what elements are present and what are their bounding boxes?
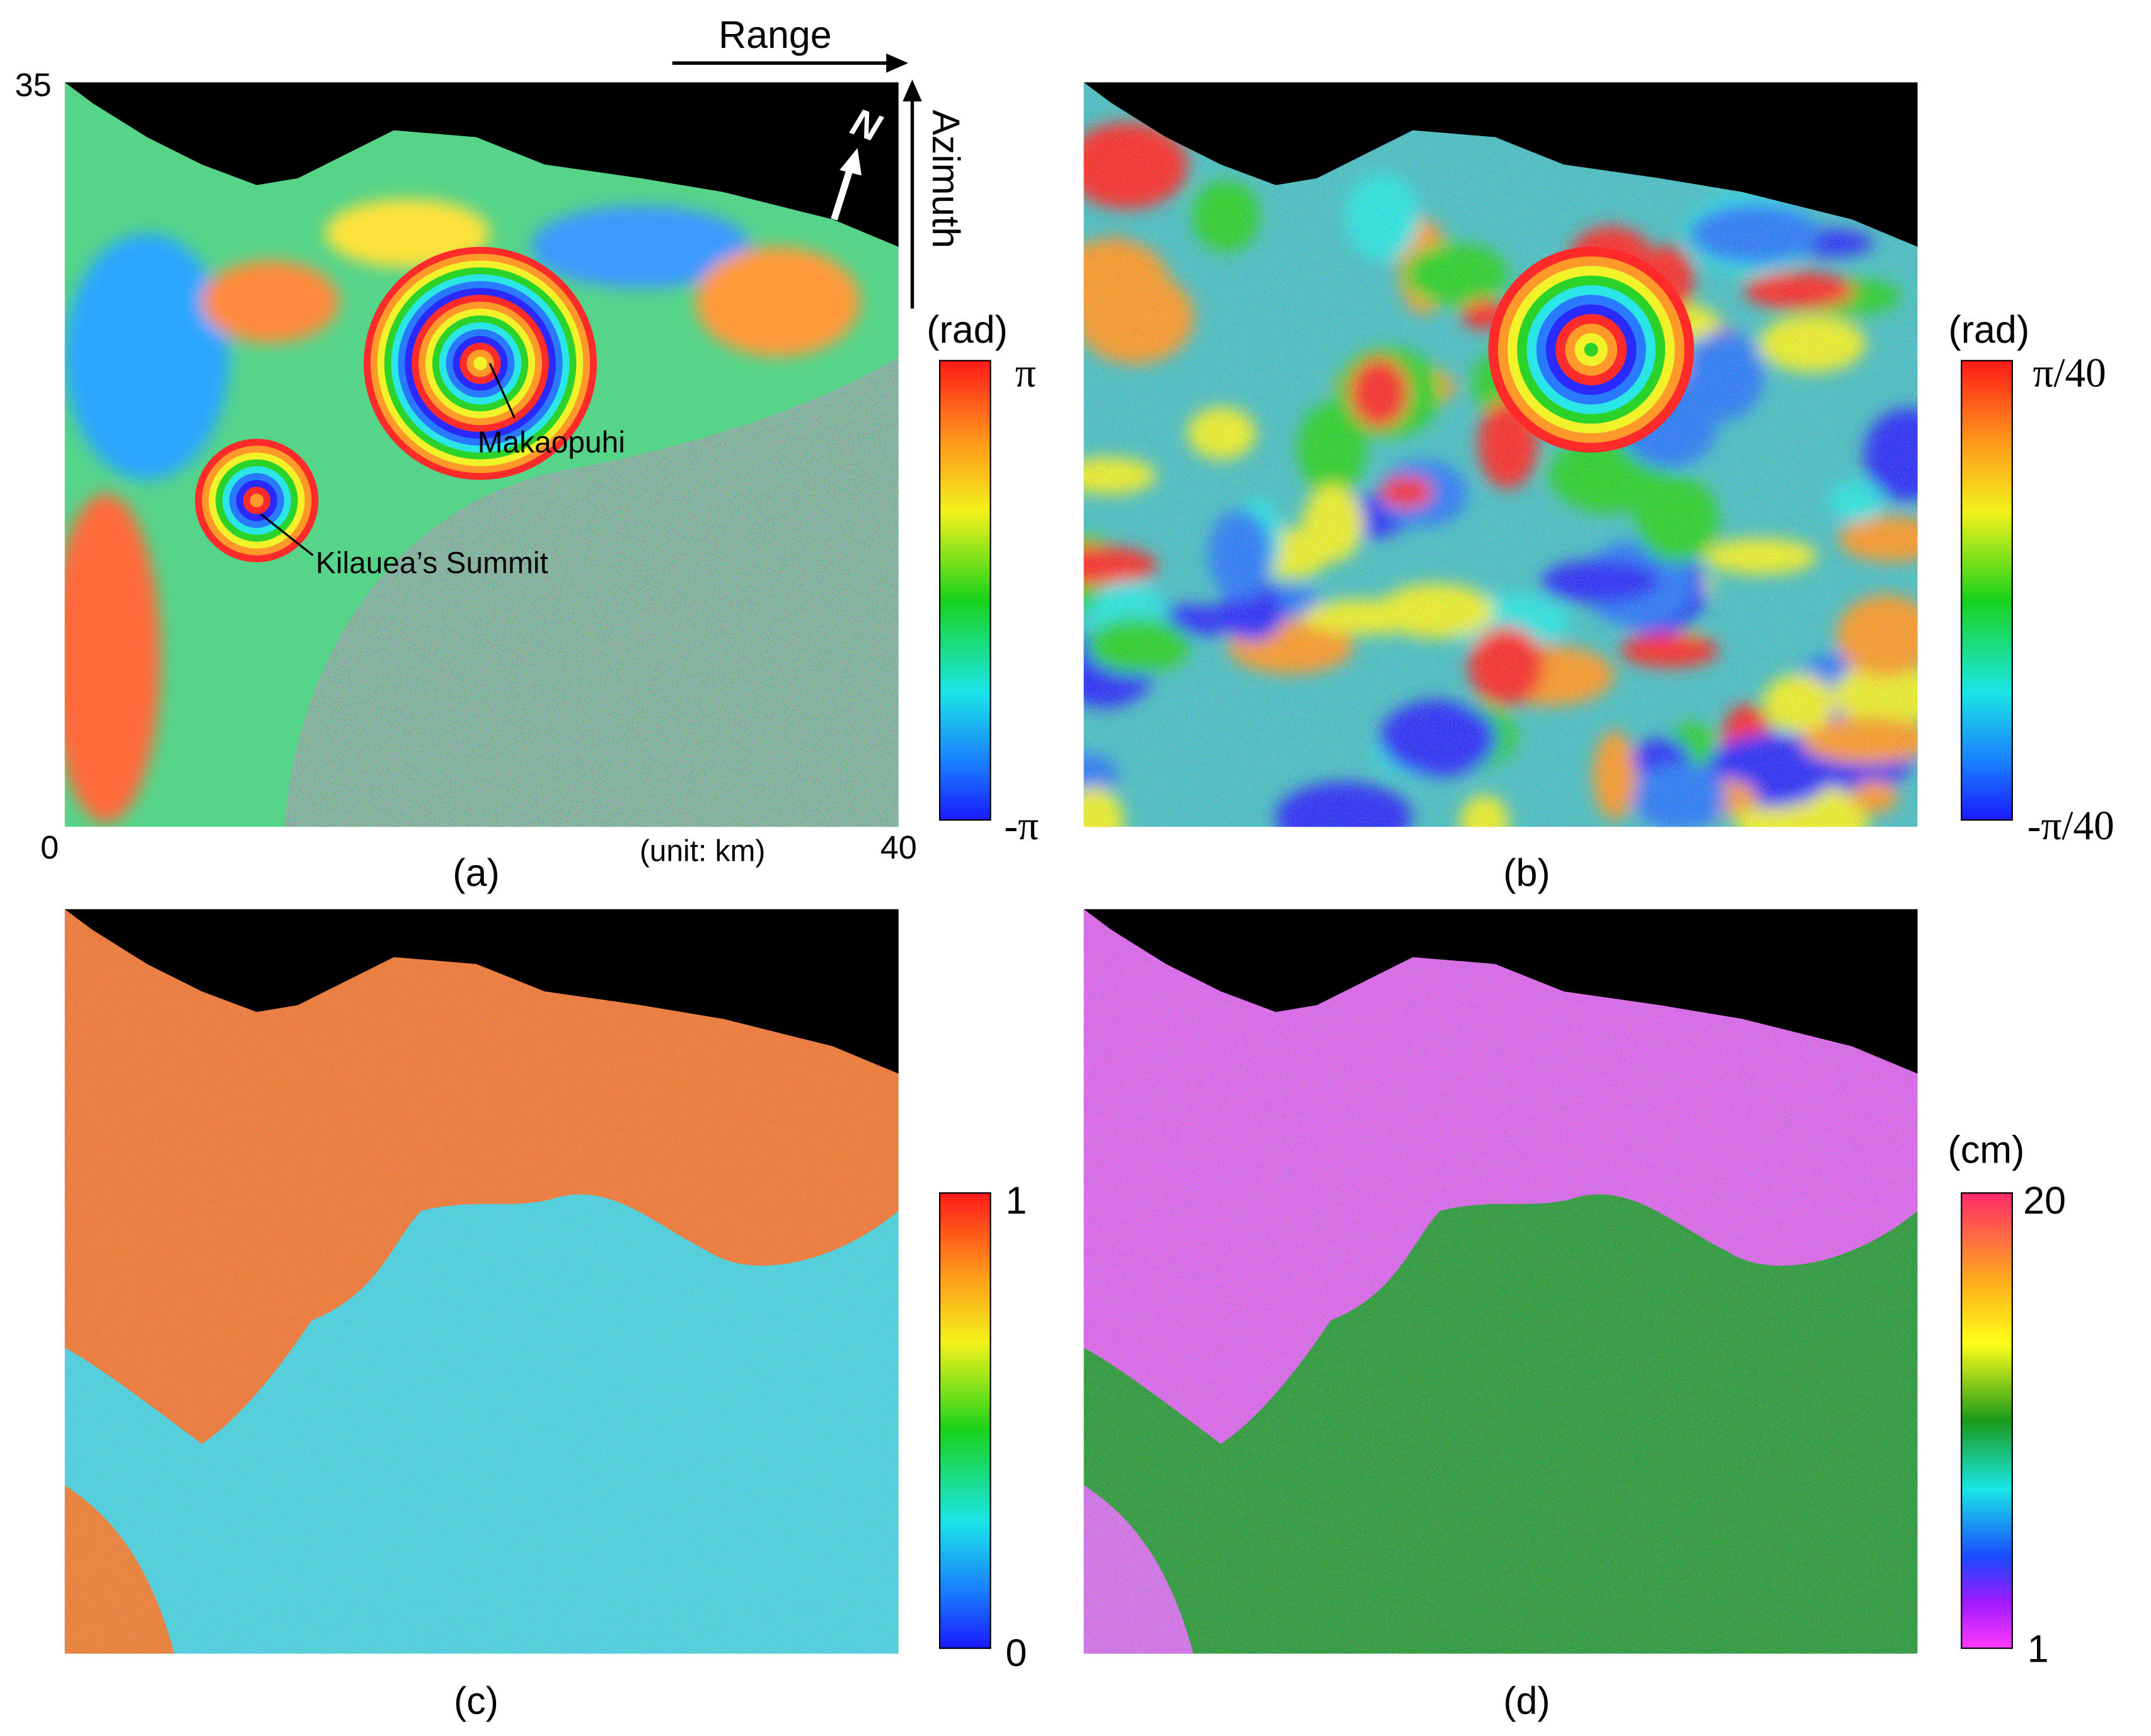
colorbar-max: π bbox=[1015, 351, 1036, 396]
range-label: Range bbox=[718, 13, 832, 56]
fringe bbox=[473, 356, 487, 371]
panel-image bbox=[1083, 82, 1918, 827]
noise bbox=[1083, 909, 1918, 1654]
annotation: Kilauea’s Summit bbox=[316, 547, 548, 580]
noise bbox=[284, 356, 899, 827]
axis-label: 35 bbox=[15, 67, 52, 103]
fringe-rings bbox=[195, 439, 319, 563]
panel-image bbox=[64, 82, 899, 827]
arrow-head bbox=[839, 148, 862, 176]
annotation-leader bbox=[260, 513, 314, 556]
axis-label: 0 bbox=[40, 829, 59, 866]
axis-unit: (unit: km) bbox=[640, 835, 765, 868]
colorbar-max: π/40 bbox=[2033, 351, 2106, 396]
colorbar-max: 20 bbox=[2023, 1179, 2066, 1222]
colorbar-unit: (rad) bbox=[926, 308, 1008, 351]
fringe-blobs bbox=[64, 198, 860, 823]
colorbar bbox=[1961, 1192, 2013, 1649]
panel-image bbox=[64, 909, 899, 1654]
colorbar-min: -π bbox=[1004, 803, 1039, 849]
panel-label: (d) bbox=[1503, 1679, 1550, 1722]
fringe-rings bbox=[364, 246, 597, 480]
panel-label: (c) bbox=[454, 1679, 499, 1722]
colorbar-unit: (rad) bbox=[1948, 308, 2029, 351]
colorbar-max: 1 bbox=[1006, 1179, 1027, 1222]
arrow-head bbox=[886, 53, 909, 73]
annotation-leader bbox=[488, 363, 516, 419]
north-arrow bbox=[831, 166, 854, 221]
arrow-head bbox=[902, 79, 922, 102]
annotation: Makaopuhi bbox=[478, 426, 625, 459]
colorbar-unit: (cm) bbox=[1948, 1128, 2025, 1171]
fringe bbox=[250, 493, 264, 508]
colorbar bbox=[938, 360, 991, 821]
panel-label: (b) bbox=[1503, 851, 1550, 894]
panel-image bbox=[1083, 909, 1918, 1654]
colorbar bbox=[1961, 360, 2013, 821]
colorbar-min: -π/40 bbox=[2027, 803, 2114, 849]
axis-label: 40 bbox=[880, 829, 917, 866]
azimuth-label: Azimuth bbox=[925, 110, 967, 248]
panel-label: (a) bbox=[453, 851, 499, 894]
colorbar-min: 1 bbox=[2027, 1627, 2049, 1670]
noise bbox=[64, 909, 899, 1654]
fringe-rings bbox=[1488, 246, 1694, 453]
fringe bbox=[1584, 343, 1598, 357]
colorbar-min: 0 bbox=[1006, 1631, 1027, 1674]
noise bbox=[1083, 82, 1918, 827]
colorbar bbox=[938, 1192, 991, 1649]
